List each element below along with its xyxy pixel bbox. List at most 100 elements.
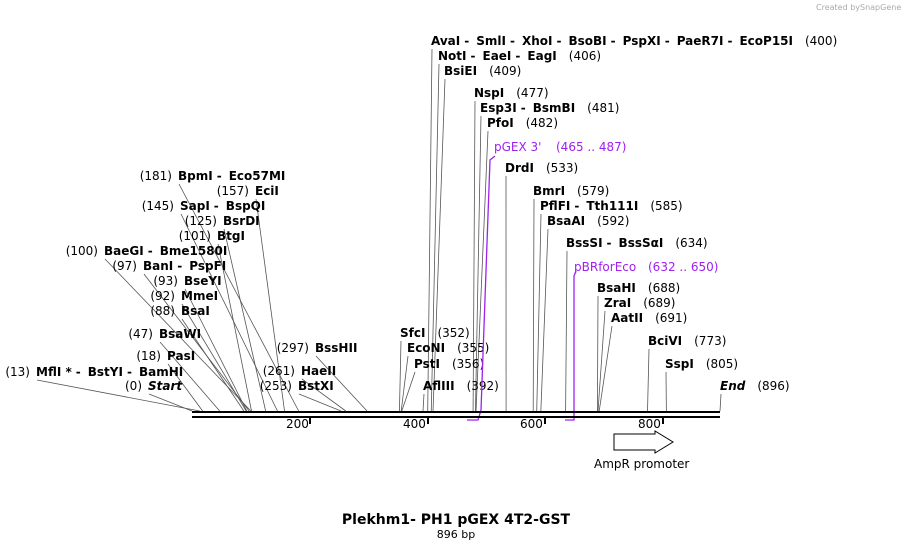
restriction-site[interactable]: PasI (18) bbox=[136, 349, 195, 363]
site-position: (18) bbox=[136, 349, 161, 363]
site-leader-line bbox=[298, 393, 342, 412]
site-leader-line bbox=[180, 213, 278, 412]
site-enzyme-name: AflIII bbox=[423, 379, 455, 393]
restriction-site[interactable]: BsiEI (409) bbox=[444, 64, 521, 78]
site-leader-line bbox=[597, 310, 606, 412]
restriction-site[interactable]: ZraI (689) bbox=[604, 296, 675, 310]
restriction-site[interactable]: BpmI - Eco57MI (181) bbox=[140, 169, 286, 183]
site-leader-line bbox=[647, 348, 650, 412]
restriction-site[interactable]: Esp3I - BsmBI (481) bbox=[480, 101, 619, 115]
site-enzyme-name: PaeR7I bbox=[677, 34, 724, 48]
ruler-tick-label: 400 bbox=[403, 417, 426, 431]
primer-pbrforeco[interactable]: pBRforEco (632 .. 650) bbox=[565, 260, 718, 421]
restriction-site[interactable]: BsaHI (688) bbox=[597, 281, 680, 295]
site-enzyme-name: Tth111I bbox=[586, 199, 638, 213]
site-leader-line bbox=[427, 48, 433, 412]
restriction-site[interactable]: BciVI (773) bbox=[648, 334, 726, 348]
site-position: (585) bbox=[650, 199, 682, 213]
site-position: (579) bbox=[577, 184, 609, 198]
restriction-site[interactable]: DrdI (533) bbox=[505, 161, 578, 175]
site-leader-line bbox=[430, 63, 440, 412]
site-enzyme-name: PasI bbox=[167, 349, 195, 363]
site-enzyme-name: MmeI bbox=[181, 289, 218, 303]
restriction-site[interactable]: AvaI - SmlI - XhoI - BsoBI - PspXI - PaeR7I - EcoP15… bbox=[431, 34, 837, 48]
credit-brand: SnapGene bbox=[860, 3, 901, 12]
site-position: (355) bbox=[457, 341, 489, 355]
site-position: (689) bbox=[643, 296, 675, 310]
site-enzyme-name: DrdI bbox=[505, 161, 534, 175]
site-position: (93) bbox=[153, 274, 178, 288]
restriction-site[interactable]: AflIII (392) bbox=[423, 379, 499, 393]
restriction-site[interactable]: BsaWI (47) bbox=[128, 327, 201, 341]
site-position: (261) bbox=[263, 364, 295, 378]
site-enzyme-name: BseYI bbox=[184, 274, 222, 288]
site-enzyme-name: BsmBI bbox=[533, 101, 575, 115]
site-enzyme-name: BsaWI bbox=[159, 327, 201, 341]
restriction-site[interactable]: NotI - EaeI - EagI (406) bbox=[438, 49, 601, 63]
restriction-site[interactable]: PfoI (482) bbox=[487, 116, 558, 130]
restriction-site[interactable]: BssHII (297) bbox=[277, 341, 358, 355]
site-position: (481) bbox=[587, 101, 619, 115]
restriction-site[interactable]: BanI - PspFI (97) bbox=[112, 259, 226, 273]
site-enzyme-name: BsaHI bbox=[597, 281, 636, 295]
site-enzyme-name: Start bbox=[148, 379, 183, 393]
restriction-site[interactable]: BsrDI (125) bbox=[185, 214, 260, 228]
restriction-site[interactable]: SfcI (352) bbox=[400, 326, 470, 340]
site-position: (47) bbox=[128, 327, 153, 341]
site-leader-line bbox=[301, 378, 347, 412]
site-name-separator: - bbox=[217, 169, 222, 183]
restriction-site[interactable]: BstXI (253) bbox=[260, 379, 334, 393]
restriction-site[interactable]: BmrI (579) bbox=[533, 184, 609, 198]
feature-ampr-promoter[interactable]: AmpR promoter bbox=[594, 430, 689, 471]
site-position: (634) bbox=[675, 236, 707, 250]
restriction-site[interactable]: End (896) bbox=[720, 379, 790, 393]
restriction-site[interactable]: Start (0) bbox=[125, 379, 183, 393]
site-leader-line bbox=[719, 393, 722, 412]
site-enzyme-name: BsaI bbox=[181, 304, 210, 318]
restriction-site[interactable]: HaeII (261) bbox=[263, 364, 337, 378]
restriction-site[interactable]: BaeGI - Bme1580I (100) bbox=[66, 244, 228, 258]
site-position: (352) bbox=[437, 326, 469, 340]
restriction-site[interactable]: BsaAI (592) bbox=[547, 214, 629, 228]
primer-pbrforeco-bracket bbox=[565, 270, 577, 421]
site-enzyme-name: PfoI bbox=[487, 116, 514, 130]
site-name-separator: - bbox=[574, 199, 579, 213]
restriction-site[interactable]: BssSI - BssSαI (634) bbox=[566, 236, 708, 250]
site-name-separator: - bbox=[177, 259, 182, 273]
site-position: (896) bbox=[757, 379, 789, 393]
site-enzyme-name: BssSαI bbox=[619, 236, 664, 250]
site-enzyme-name: AatII bbox=[611, 311, 643, 325]
site-position: (100) bbox=[66, 244, 98, 258]
restriction-site[interactable]: EcoNI (355) bbox=[407, 341, 489, 355]
site-enzyme-name: BstYI bbox=[88, 365, 123, 379]
restriction-site[interactable]: PstI (356) bbox=[414, 357, 484, 371]
site-leader-line bbox=[36, 379, 200, 412]
restriction-site[interactable]: SapI - BspQI (145) bbox=[142, 199, 266, 213]
restriction-site[interactable]: SspI (805) bbox=[665, 357, 738, 371]
site-position: (805) bbox=[706, 357, 738, 371]
site-enzyme-name: BamHI bbox=[139, 365, 183, 379]
site-position: (297) bbox=[277, 341, 309, 355]
site-leader-line bbox=[472, 100, 476, 412]
map-title: Plekhm1- PH1 pGEX 4T2-GST bbox=[342, 512, 571, 528]
restriction-site[interactable]: BseYI (93) bbox=[153, 274, 221, 288]
restriction-site[interactable]: PflFI - Tth111I (585) bbox=[540, 199, 683, 213]
site-position: (253) bbox=[260, 379, 292, 393]
restriction-site[interactable]: MmeI (92) bbox=[150, 289, 218, 303]
restriction-site[interactable]: BtgI (101) bbox=[179, 229, 245, 243]
restriction-site[interactable]: BsaI (88) bbox=[150, 304, 210, 318]
site-position: (356) bbox=[452, 357, 484, 371]
site-leader-line bbox=[148, 393, 193, 412]
site-position: (0) bbox=[125, 379, 142, 393]
site-enzyme-name: EcoNI bbox=[407, 341, 445, 355]
site-enzyme-name: BaeGI bbox=[104, 244, 144, 258]
site-name-separator: - bbox=[464, 34, 469, 48]
restriction-site[interactable]: MflI * - BstYI - BamHI(13) bbox=[5, 365, 183, 379]
primer-pgex-3[interactable]: pGEX 3' (465 .. 487) bbox=[467, 140, 626, 421]
site-leader-line bbox=[597, 295, 599, 412]
restriction-site[interactable]: AatII (691) bbox=[611, 311, 687, 325]
site-enzyme-name: BmrI bbox=[533, 184, 565, 198]
site-leader-line bbox=[432, 78, 446, 412]
restriction-site[interactable]: NspI (477) bbox=[474, 86, 549, 100]
restriction-site[interactable]: EciI (157) bbox=[217, 184, 279, 198]
